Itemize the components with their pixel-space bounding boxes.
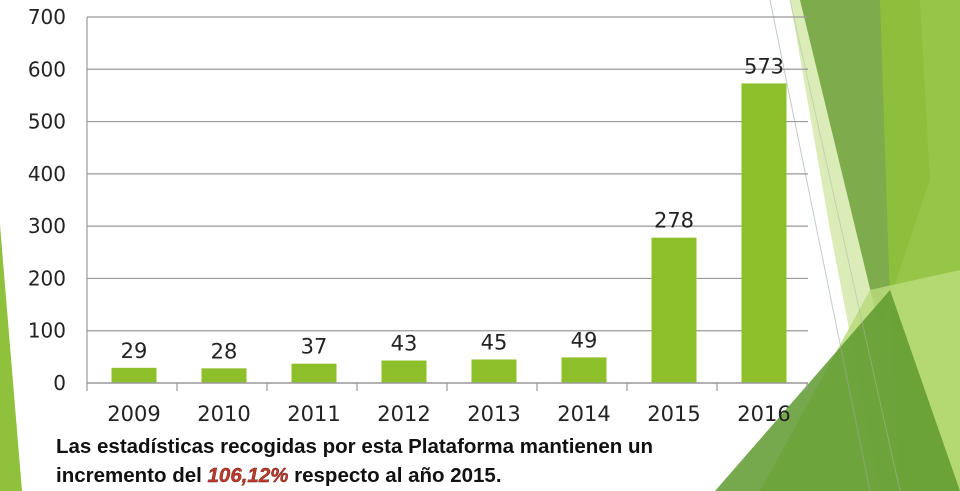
bottom-dark-shape <box>715 290 960 491</box>
bar-2014 <box>561 357 607 383</box>
x-tick-label-2011: 2011 <box>287 402 340 426</box>
data-label-2015: 278 <box>654 209 694 233</box>
data-label-2010: 28 <box>211 339 238 363</box>
x-tick-label-2012: 2012 <box>377 402 430 426</box>
data-label-2014: 49 <box>571 328 598 352</box>
y-tick-label: 700 <box>28 5 66 29</box>
left-edge-shape <box>0 225 22 491</box>
data-label-2009: 29 <box>121 339 148 363</box>
bar-chart: 0 100 200 300 400 500 600 700 29 28 37 43 45 49 278 57… <box>28 5 808 426</box>
data-label-2012: 43 <box>391 332 418 356</box>
bar-2011 <box>291 363 337 383</box>
caption-suffix: respecto al año 2015. <box>288 464 502 487</box>
x-tick-label-2015: 2015 <box>647 402 700 426</box>
deco-line-2 <box>789 0 901 491</box>
bar-2015 <box>651 237 697 383</box>
data-label-2011: 37 <box>301 335 328 359</box>
caption-highlight: 106,12% <box>207 464 289 487</box>
x-tick-label-2016: 2016 <box>737 402 790 426</box>
y-axis: 0 100 200 300 400 500 600 700 <box>28 5 88 395</box>
x-tick-label-2014: 2014 <box>557 402 610 426</box>
bar-2016 <box>741 83 787 383</box>
data-label-2013: 45 <box>481 330 508 354</box>
y-tick-label: 0 <box>53 371 66 395</box>
caption-prefix: incremento del <box>56 464 208 487</box>
chart-caption: Las estadísticas recogidas por esta Plat… <box>56 432 736 490</box>
y-tick-label: 200 <box>28 266 66 290</box>
y-tick-label: 400 <box>28 162 66 186</box>
caption-line-2: incremento del 106,12% respecto al año 2… <box>56 461 736 490</box>
data-label-2016: 573 <box>744 54 784 78</box>
bar-2013 <box>471 359 517 383</box>
bars: 29 28 37 43 45 49 278 573 <box>111 54 787 383</box>
x-axis: 2009 2010 2011 2012 2013 2014 2015 2016 <box>86 382 808 426</box>
x-tick-label-2010: 2010 <box>197 402 250 426</box>
gridlines <box>87 16 808 332</box>
x-tick-label-2013: 2013 <box>467 402 520 426</box>
y-tick-label: 500 <box>28 110 66 134</box>
y-tick-label: 600 <box>28 57 66 81</box>
x-tick-label-2009: 2009 <box>107 402 160 426</box>
y-tick-label: 300 <box>28 214 66 238</box>
deco-line-1 <box>769 0 871 491</box>
bar-2009 <box>111 367 157 383</box>
bar-2010 <box>201 368 247 383</box>
bar-2012 <box>381 360 427 383</box>
y-tick-label: 100 <box>28 319 66 343</box>
caption-line-1: Las estadísticas recogidas por esta Plat… <box>56 435 653 458</box>
